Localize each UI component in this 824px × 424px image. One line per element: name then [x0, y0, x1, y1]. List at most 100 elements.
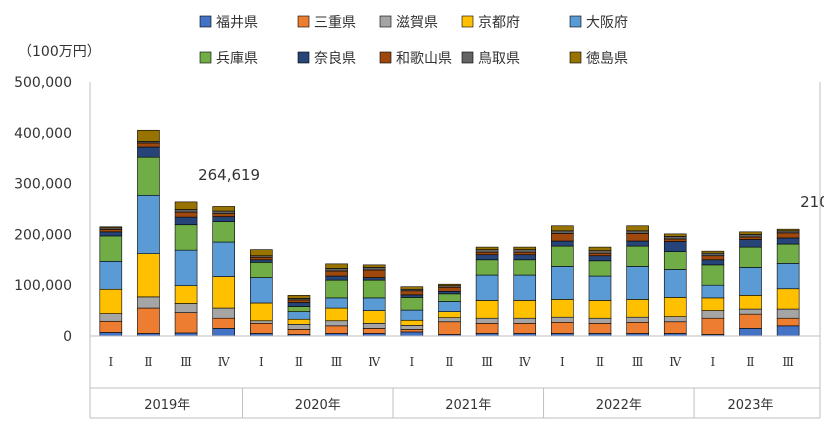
- bar-segment: [287, 295, 311, 299]
- bar-segment: [400, 325, 424, 330]
- bar-segment: [701, 259, 725, 266]
- bar-segment: [212, 216, 236, 222]
- bar-segment: [739, 246, 762, 268]
- bar-segment: [626, 299, 649, 318]
- bar-segment: [325, 297, 348, 309]
- bar-segment: [626, 245, 649, 267]
- bar-segment: [551, 299, 574, 318]
- bar-segment: [137, 194, 160, 255]
- bar-segment: [400, 297, 424, 311]
- bar-segment: [588, 250, 612, 254]
- x-tick-label: Ⅰ: [409, 355, 414, 369]
- bar-segment: [438, 317, 461, 323]
- bar-segment: [137, 307, 160, 334]
- legend-swatch: [297, 51, 310, 64]
- legend-swatch: [199, 51, 212, 64]
- bar-segment: [250, 322, 273, 334]
- bar-segment: [137, 129, 160, 142]
- bar-segment: [212, 241, 236, 277]
- bar-segment: [776, 230, 800, 234]
- bar-segment: [212, 328, 236, 337]
- bar-segment: [588, 246, 612, 251]
- bar-segment: [626, 266, 649, 300]
- x-tick-label: Ⅰ: [560, 355, 565, 369]
- bar-segment: [400, 290, 424, 296]
- bar-segment: [626, 316, 649, 323]
- bar-segment: [588, 255, 612, 262]
- x-tick-label: Ⅳ: [368, 355, 381, 369]
- bar-segment: [701, 250, 725, 254]
- data-label: 264,619: [198, 166, 260, 184]
- bar-segment: [99, 229, 123, 233]
- bar-segment: [287, 306, 311, 312]
- x-tick-label: Ⅱ: [596, 355, 604, 369]
- bar-segment: [513, 274, 537, 301]
- bar-segment: [701, 264, 725, 286]
- bar-segment: [551, 316, 574, 323]
- bar-segment: [588, 260, 612, 277]
- bar-segment: [663, 316, 687, 323]
- bar-segment: [99, 235, 123, 262]
- bar-segment: [626, 240, 649, 247]
- bar-segment: [212, 221, 236, 243]
- x-tick-label: Ⅲ: [782, 355, 794, 369]
- bar-segment: [551, 240, 574, 247]
- y-tick-label: 400,000: [14, 126, 72, 142]
- x-group-label: 2022年: [596, 398, 642, 413]
- bar-segment: [250, 249, 273, 257]
- bar-segment: [250, 259, 273, 263]
- bar-segment: [400, 286, 424, 290]
- bar-segment: [475, 254, 499, 261]
- bar-segment: [588, 300, 612, 319]
- bar-segment: [513, 300, 537, 319]
- x-tick-label: Ⅰ: [259, 355, 264, 369]
- bar-segment: [701, 317, 725, 335]
- bar-segment: [588, 317, 612, 324]
- bar-segment: [137, 156, 160, 196]
- bar-segment: [776, 317, 800, 327]
- bar-segment: [137, 296, 160, 309]
- bar-segment: [551, 266, 574, 300]
- bar-segment: [663, 297, 687, 317]
- x-tick-label: Ⅳ: [218, 355, 231, 369]
- x-tick-label: Ⅲ: [481, 355, 493, 369]
- legend-swatch: [379, 51, 392, 64]
- bar-segment: [250, 262, 273, 278]
- x-tick-label: Ⅰ: [108, 355, 113, 369]
- bar-segment: [739, 328, 762, 337]
- bar-segment: [362, 297, 386, 311]
- bar-segment: [776, 243, 800, 264]
- bar-segment: [212, 307, 236, 319]
- bar-segment: [99, 288, 123, 314]
- legend-label: 京都府: [478, 15, 520, 31]
- bar-segment: [513, 249, 537, 253]
- bar-segment: [325, 268, 348, 272]
- bar-segment: [663, 269, 687, 298]
- bar-segment: [174, 285, 198, 304]
- bar-segment: [212, 317, 236, 329]
- bar-segment: [99, 226, 123, 229]
- bar-segment: [137, 142, 160, 148]
- bar-segment: [513, 254, 537, 261]
- annotations: 264,619 210,277: [198, 166, 824, 211]
- bar-segment: [174, 224, 198, 251]
- bar-segment: [776, 288, 800, 310]
- plot-area: [99, 129, 800, 337]
- bar-segment: [475, 300, 499, 319]
- bar-segment: [551, 225, 574, 232]
- x-tick-label: Ⅲ: [331, 355, 343, 369]
- bar-segment: [438, 321, 461, 335]
- bar-segment: [212, 206, 236, 212]
- bar-segment: [739, 313, 762, 329]
- bar-segment: [438, 293, 461, 302]
- bar-segment: [250, 277, 273, 304]
- bar-segment: [99, 313, 123, 322]
- bar-segment: [99, 320, 123, 333]
- bar-segment: [287, 302, 311, 307]
- bar-segment: [475, 274, 499, 301]
- bar-segment: [325, 270, 348, 277]
- bar-segment: [739, 231, 762, 235]
- bar-segment: [701, 255, 725, 261]
- legend-label: 和歌山県: [396, 51, 452, 67]
